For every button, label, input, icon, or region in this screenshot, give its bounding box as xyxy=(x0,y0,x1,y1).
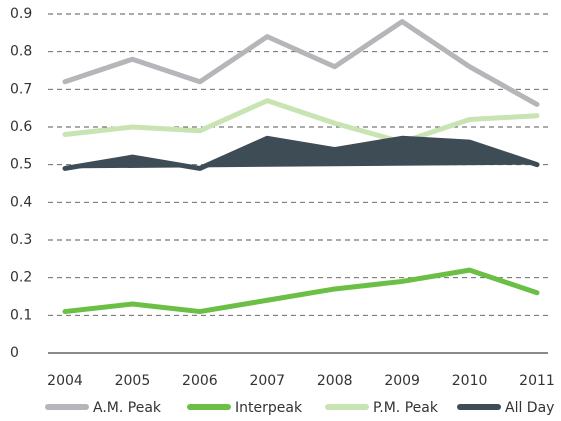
y-tick-label: 0.5 xyxy=(10,157,32,173)
x-tick-label: 2006 xyxy=(182,373,218,389)
y-tick-label: 0.6 xyxy=(10,119,32,135)
line xyxy=(62,135,540,171)
y-tick-label: 0.4 xyxy=(10,194,32,210)
x-tick-label: 2008 xyxy=(317,373,353,389)
y-tick-label: 0.8 xyxy=(10,44,32,60)
line xyxy=(62,98,540,145)
y-tick-label: 0 xyxy=(10,345,19,361)
area xyxy=(65,138,537,169)
y-tick-label: 0.3 xyxy=(10,232,32,248)
x-tick-label: 2004 xyxy=(47,373,83,389)
line xyxy=(62,19,540,107)
x-tick-label: 2005 xyxy=(115,373,151,389)
y-tick-label: 0.9 xyxy=(10,6,32,22)
legend-label: Interpeak xyxy=(235,400,303,416)
x-tick-label: 2009 xyxy=(384,373,420,389)
legend-label: All Day xyxy=(505,400,554,416)
x-tick-label: 2010 xyxy=(452,373,488,389)
legend-label: P.M. Peak xyxy=(373,400,439,416)
x-tick-label: 2011 xyxy=(519,373,555,389)
y-tick-label: 0.7 xyxy=(10,81,32,97)
x-tick-label: 2007 xyxy=(249,373,285,389)
y-tick-label: 0.2 xyxy=(10,270,32,286)
y-tick-label: 0.1 xyxy=(10,307,32,323)
legend-label: A.M. Peak xyxy=(93,400,162,416)
line xyxy=(62,267,540,315)
